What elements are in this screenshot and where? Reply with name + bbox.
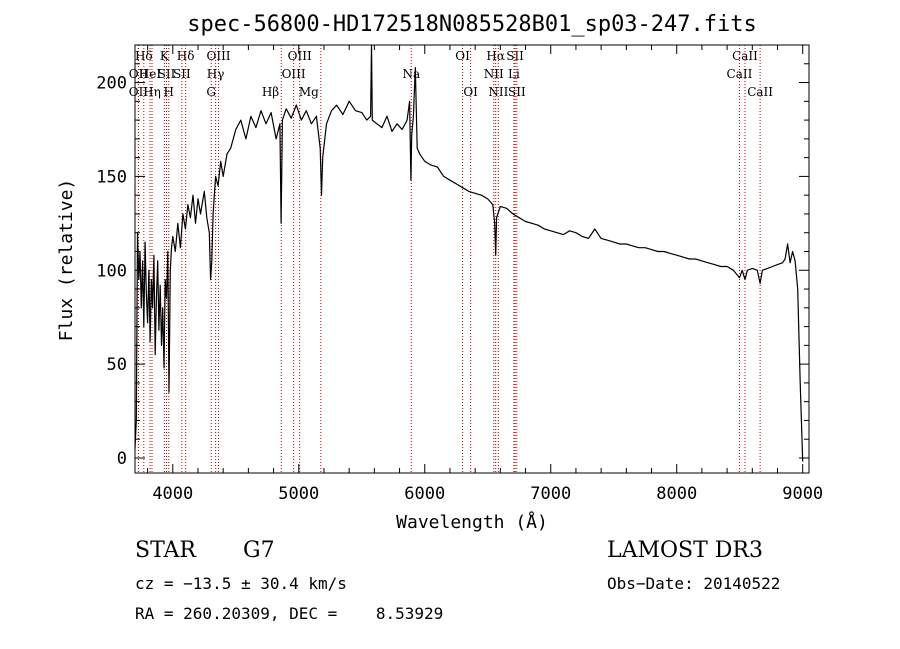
x-axis: 4000 5000 6000 7000 8000 9000 (147, 45, 823, 504)
spectral-line-label: HeI (139, 67, 162, 81)
spectral-line-label: Mg (299, 85, 319, 99)
y-tick-label: 50 (107, 355, 127, 375)
obs-date-text: Obs−Date: 20140522 (607, 574, 781, 593)
spectral-line-label: SII (508, 85, 526, 99)
spectral-line-label: SII (158, 67, 176, 81)
spectral-line-label: NII (488, 85, 508, 99)
y-axis: 0 50 100 150 200 (96, 63, 809, 469)
y-tick-label: 0 (117, 449, 127, 469)
spectral-line-label: SII (173, 67, 191, 81)
spectral-line-label: Hβ (262, 85, 279, 99)
spectral-line-label: OII (129, 85, 149, 99)
spectral-line-markers: HδOIIOIIHeIHηKSIIHHδSIIOIIIHγGOIIIOIIIHβ… (129, 45, 773, 473)
spectrum-series (134, 44, 804, 462)
spectral-line-label: Hη (143, 85, 161, 99)
coordinates-text: RA = 260.20309, DEC = 8.53929 (135, 604, 444, 623)
object-subclass: G7 (243, 538, 275, 563)
redshift-text: cz = −13.5 ± 30.4 km/s (135, 574, 347, 593)
spectral-line-label: H (164, 85, 174, 99)
x-tick-label: 7000 (530, 484, 571, 504)
spectral-line-label: OI (455, 49, 470, 63)
survey-label: LAMOST DR3 (607, 538, 763, 563)
chart-title: spec-56800-HD172518N085528B01_sp03-247.f… (187, 12, 757, 37)
spectral-line-label: OIII (282, 67, 306, 81)
spectral-line-label: OII (129, 67, 149, 81)
spectral-line-label: SII (506, 49, 524, 63)
spectral-line-label: OI (463, 85, 478, 99)
spectral-line-label: Li (508, 67, 520, 81)
spectral-line-label: Hα (486, 49, 505, 63)
plot-frame (134, 44, 810, 474)
spectral-line-label: OIII (288, 49, 312, 63)
x-tick-label: 4000 (152, 484, 193, 504)
y-tick-label: 150 (96, 167, 127, 187)
x-tick-label: 5000 (278, 484, 319, 504)
x-tick-label: 9000 (782, 484, 823, 504)
object-class: STAR (135, 538, 196, 563)
y-tick-label: 200 (96, 74, 127, 94)
spectrum-line (134, 44, 804, 462)
spectral-line-label: K (160, 49, 170, 63)
spectral-line-label: OIII (206, 49, 230, 63)
spectral-line-label: Na (402, 67, 420, 81)
spectral-line-label: Hδ (135, 49, 153, 63)
spectral-line-label: CaII (727, 67, 753, 81)
spectral-line-label: CaII (732, 49, 758, 63)
x-tick-label: 6000 (404, 484, 445, 504)
y-axis-label: Flux (relative) (56, 179, 77, 342)
x-tick-label: 8000 (656, 484, 697, 504)
spectral-line-label: CaII (747, 85, 773, 99)
spectral-line-label: Hγ (207, 67, 225, 81)
spectral-line-label: G (206, 85, 216, 99)
spectral-line-label: NII (484, 67, 504, 81)
y-tick-label: 100 (96, 261, 127, 281)
x-axis-label: Wavelength (Å) (396, 511, 548, 533)
spectral-line-label: Hδ (177, 49, 195, 63)
